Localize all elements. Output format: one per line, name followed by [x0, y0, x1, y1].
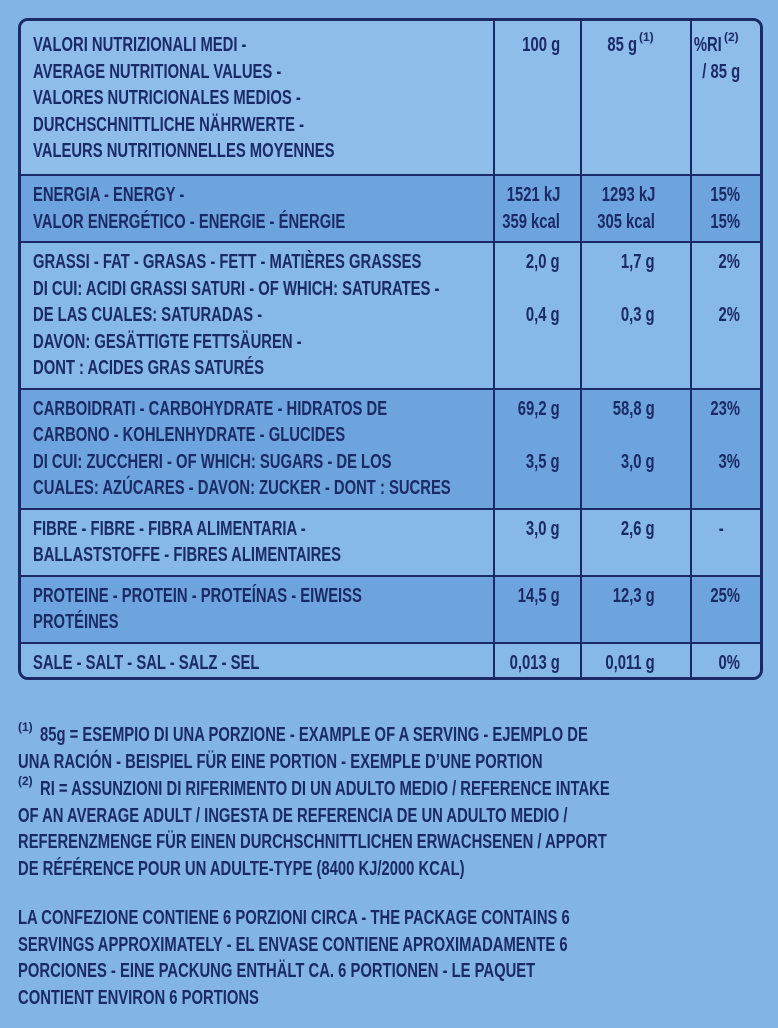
nutrient-value: 0,4 g [526, 304, 560, 326]
nutrient-row [21, 509, 760, 576]
nutrient-row [21, 176, 760, 242]
nutrient-label: SALE - SALT - SAL - SALZ - SEL [33, 651, 260, 674]
nutrient-value: 0% [718, 651, 740, 674]
nutrient-label: PROTÉINES [33, 611, 119, 633]
row-divider [21, 507, 760, 510]
footnote-mark: (1) [18, 720, 33, 734]
column-header: 85 g [607, 34, 637, 56]
nutrient-value: 3,5 g [526, 450, 560, 473]
nutrient-label: VALOR ENERGÉTICO - ENERGIE - ÉNERGIE [33, 210, 346, 233]
nutrient-label: FIBRE - FIBRE - FIBRA ALIMENTARIA - [33, 517, 306, 540]
footnote-text: UNA RACIÓN - BEISPIEL FÜR EINE PORTION -… [18, 750, 543, 773]
nutrient-value: 15% [710, 210, 740, 233]
nutrient-label: DI CUI: ZUCCHERI - OF WHICH: SUGARS - DE… [33, 450, 392, 473]
nutrient-value: 0,013 g [509, 651, 560, 674]
nutrient-label: DE LAS CUALES: SATURADAS - [33, 304, 263, 326]
nutrient-value: 3% [718, 450, 740, 473]
table-header-row [21, 21, 760, 175]
package-text: SERVINGS APPROXIMATELY - EL ENVASE CONTI… [18, 933, 568, 956]
footnote-text: OF AN AVERAGE ADULT / INGESTA DE REFEREN… [18, 804, 568, 827]
nutrient-row [21, 243, 760, 389]
column-divider [580, 21, 582, 677]
nutrient-label: CUALES: AZÚCARES - DAVON: ZUCKER - DONT … [33, 477, 451, 499]
nutrient-value: 1293 kJ [601, 184, 655, 206]
footnote-mark: (1) [639, 30, 654, 44]
header-label: VALEURS NUTRITIONNELLES MOYENNES [33, 140, 335, 162]
package-text: LA CONFEZIONE CONTIENE 6 PORZIONI CIRCA … [18, 907, 570, 929]
nutrient-value: 25% [710, 584, 740, 607]
footnote-mark: (2) [724, 30, 739, 44]
nutrient-label: DAVON: GESÄTTIGTE FETTSÄUREN - [33, 330, 302, 353]
nutrient-label: DI CUI: ACIDI GRASSI SATURI - OF WHICH: … [33, 277, 440, 300]
nutrient-value: 14,5 g [518, 584, 560, 607]
header-label: AVERAGE NUTRITIONAL VALUES - [33, 60, 282, 83]
column-header: / 85 g [702, 60, 740, 83]
header-label: DURCHSCHNITTLICHE NÄHRWERTE - [33, 113, 305, 136]
footnote-text: 85g = ESEMPIO DI UNA PORZIONE - EXAMPLE … [40, 724, 588, 746]
row-divider [21, 387, 760, 390]
nutrient-label: BALLASTSTOFFE - FIBRES ALIMENTAIRES [33, 544, 342, 566]
row-divider [21, 174, 760, 176]
nutrient-value: 359 kcal [502, 210, 560, 233]
nutrient-row [21, 576, 760, 643]
nutrient-value: 2% [718, 251, 740, 273]
row-divider [21, 241, 760, 243]
nutrient-value: 12,3 g [613, 584, 655, 607]
nutrient-value: 1,7 g [621, 251, 655, 273]
package-text: CONTIENT ENVIRON 6 PORTIONS [18, 986, 259, 1009]
nutrition-table [18, 18, 763, 680]
nutrient-value: 2,0 g [526, 251, 560, 273]
nutrient-label: GRASSI - FAT - GRASAS - FETT - MATIÈRES … [33, 251, 422, 273]
nutrient-value: 305 kcal [597, 210, 655, 233]
footnote-text: REFERENZMENGE FÜR EINEN DURCHSCHNITTLICH… [18, 831, 607, 853]
nutrient-value: 0,011 g [605, 651, 655, 674]
header-label: VALORES NUTRICIONALES MEDIOS - [33, 87, 301, 109]
footnote-mark: (2) [18, 774, 33, 788]
column-header: 100 g [522, 34, 560, 56]
row-divider [21, 574, 760, 577]
column-header: %RI [694, 34, 722, 56]
footnote-text: DE RÉFÉRENCE POUR UN ADULTE-TYPE (8400 K… [18, 857, 465, 880]
nutrient-value: 3,0 g [526, 517, 560, 540]
nutrient-row [21, 389, 760, 509]
header-label: VALORI NUTRIZIONALI MEDI - [33, 34, 247, 56]
row-divider [21, 641, 760, 644]
nutrient-value: 15% [710, 184, 740, 206]
nutrient-label: PROTEINE - PROTEIN - PROTEÍNAS - EIWEISS [33, 584, 362, 607]
nutrient-value: 1521 kJ [506, 184, 560, 206]
column-divider [690, 21, 692, 677]
nutrient-label: ENERGIA - ENERGY - [33, 184, 185, 206]
nutrient-value: 69,2 g [518, 397, 560, 420]
nutrient-value: 0,3 g [621, 304, 655, 326]
footnote-text: RI = ASSUNZIONI DI RIFERIMENTO DI UN ADU… [40, 778, 610, 800]
nutrient-value: - [719, 517, 724, 540]
nutrient-value: 2% [718, 304, 740, 326]
column-divider [493, 21, 495, 677]
nutrient-label: CARBOIDRATI - CARBOHYDRATE - HIDRATOS DE [33, 397, 388, 420]
nutrient-value: 2,6 g [621, 517, 655, 540]
nutrient-value: 58,8 g [613, 397, 655, 420]
nutrient-value: 23% [710, 397, 740, 420]
package-text: PORCIONES - EINE PACKUNG ENTHÄLT CA. 6 P… [18, 960, 536, 982]
nutrient-value: 3,0 g [621, 450, 655, 473]
nutrient-label: DONT : ACIDES GRAS SATURÉS [33, 357, 265, 379]
nutrient-label: CARBONO - KOHLENHYDRATE - GLUCIDES [33, 424, 346, 446]
nutrient-row [21, 643, 760, 677]
